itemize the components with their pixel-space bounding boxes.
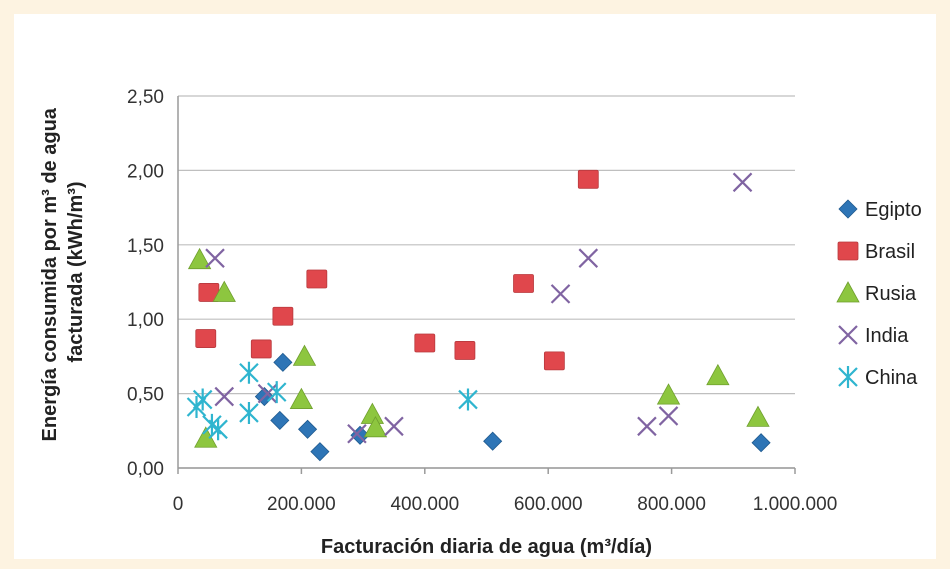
legend-item-india: India bbox=[838, 325, 909, 347]
point-egipto bbox=[270, 410, 290, 430]
point-india bbox=[732, 172, 753, 193]
point-india bbox=[658, 406, 679, 426]
point-egipto bbox=[310, 442, 330, 462]
point-brasil bbox=[195, 329, 217, 348]
x-tick-label: 800.000 bbox=[637, 494, 706, 515]
point-rusia bbox=[289, 387, 314, 409]
point-china bbox=[239, 361, 259, 384]
point-india bbox=[637, 416, 657, 437]
point-brasil bbox=[306, 269, 328, 289]
point-india bbox=[384, 416, 404, 437]
y-axis-title: Energía consumida por m³ de agua factura… bbox=[39, 103, 87, 442]
legend: Egipto Brasil Rusia India China bbox=[836, 199, 922, 389]
y-tick-label: 1,00 bbox=[127, 310, 164, 331]
legend-marker-brasil bbox=[837, 241, 859, 261]
y-tick-label: 2,50 bbox=[127, 87, 164, 108]
point-india bbox=[550, 284, 571, 304]
legend-label-rusia: Rusia bbox=[865, 283, 917, 305]
legend-marker-india bbox=[838, 325, 858, 345]
legend-label-china: China bbox=[865, 367, 918, 389]
point-brasil bbox=[454, 341, 476, 360]
point-egipto bbox=[273, 352, 293, 372]
x-tick-label: 400.000 bbox=[390, 494, 459, 515]
point-china bbox=[266, 381, 287, 404]
point-brasil bbox=[513, 274, 534, 293]
x-tick-label: 600.000 bbox=[514, 494, 583, 515]
data-points bbox=[186, 169, 771, 462]
point-china bbox=[208, 418, 228, 441]
y-tick-label: 0,50 bbox=[127, 385, 164, 406]
point-china bbox=[458, 388, 478, 411]
x-axis-title: Facturación diaria de agua (m³/día) bbox=[321, 536, 652, 558]
legend-item-china: China bbox=[838, 366, 918, 389]
point-rusia bbox=[212, 280, 236, 302]
point-rusia bbox=[746, 405, 770, 427]
legend-label-india: India bbox=[865, 325, 909, 347]
point-rusia bbox=[292, 344, 317, 366]
y-axis-title-line2: facturada (kWh/m³) bbox=[65, 181, 87, 362]
axes bbox=[177, 96, 796, 474]
legend-label-egipto: Egipto bbox=[865, 199, 922, 221]
point-india bbox=[214, 386, 235, 407]
point-india bbox=[578, 248, 599, 268]
legend-marker-china bbox=[838, 366, 858, 388]
point-rusia bbox=[656, 383, 681, 405]
point-india bbox=[347, 423, 367, 444]
legend-marker-egipto bbox=[838, 199, 858, 219]
x-tick-label: 200.000 bbox=[267, 494, 336, 515]
point-brasil bbox=[543, 351, 565, 371]
y-tick-label: 0,00 bbox=[127, 459, 164, 480]
point-brasil bbox=[272, 306, 294, 326]
legend-label-brasil: Brasil bbox=[865, 241, 915, 263]
point-rusia bbox=[363, 415, 388, 438]
legend-marker-rusia bbox=[836, 281, 860, 303]
point-egipto bbox=[751, 433, 771, 453]
point-egipto bbox=[298, 419, 318, 439]
point-brasil bbox=[250, 339, 272, 359]
y-tick-label: 2,00 bbox=[127, 161, 164, 182]
y-axis-title-line1: Energía consumida por m³ de agua bbox=[39, 107, 61, 441]
point-china bbox=[192, 388, 213, 411]
point-brasil bbox=[577, 169, 599, 189]
point-rusia bbox=[187, 247, 212, 270]
x-tick-label: 0 bbox=[173, 494, 184, 515]
point-brasil bbox=[414, 333, 436, 353]
legend-item-rusia: Rusia bbox=[836, 281, 917, 305]
point-india bbox=[205, 248, 225, 268]
legend-item-egipto: Egipto bbox=[838, 199, 922, 221]
point-rusia bbox=[706, 363, 730, 386]
point-china bbox=[239, 401, 259, 424]
y-tick-label: 1,50 bbox=[127, 236, 164, 257]
x-tick-label: 1.000.000 bbox=[753, 494, 838, 515]
point-egipto bbox=[483, 431, 503, 451]
tick-labels: 0,00 0,50 1,00 1,50 2,00 2,50 0 200.000 400.000 6… bbox=[127, 87, 837, 515]
legend-item-brasil: Brasil bbox=[837, 241, 915, 263]
